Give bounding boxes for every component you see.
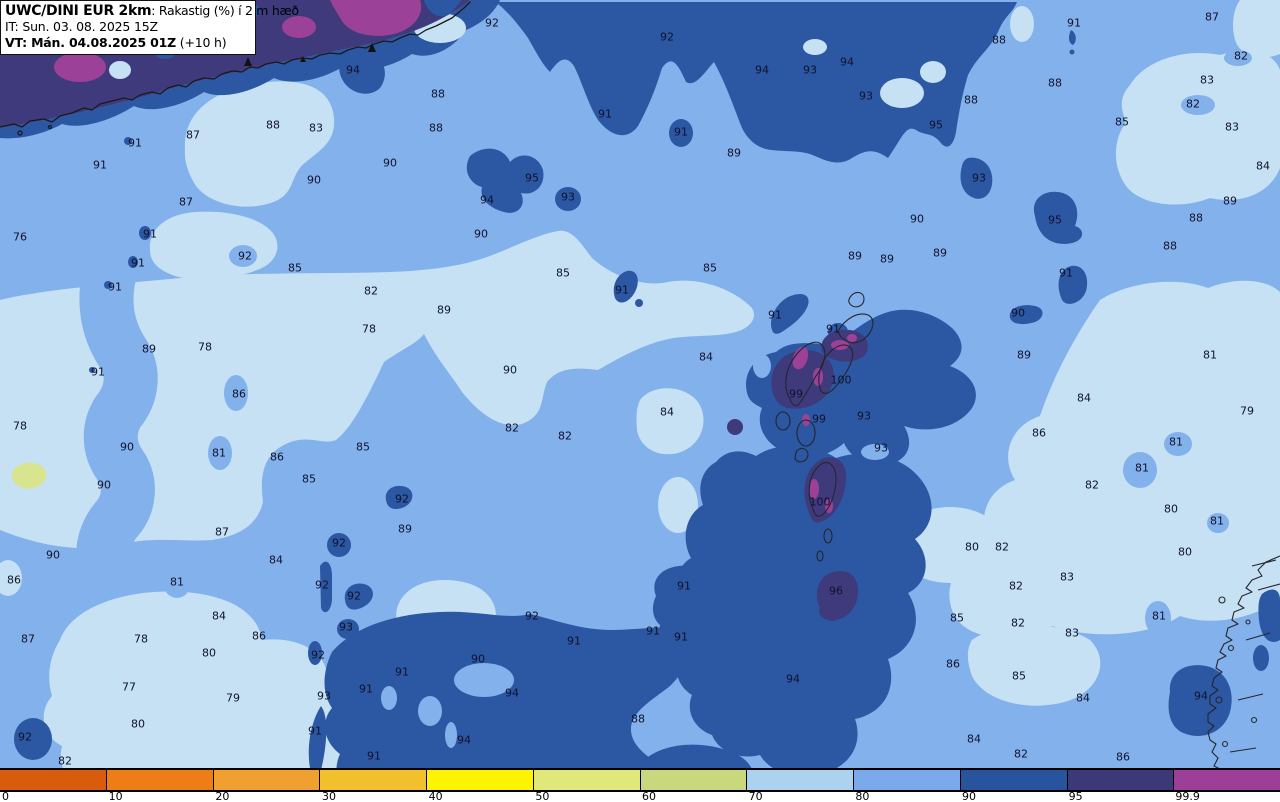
colorbar-segment-20 <box>213 770 321 790</box>
faroe-islands-coastline <box>775 291 874 562</box>
valid-time: VT: Mán. 04.08.2025 01Z (+10 h) <box>5 35 249 51</box>
colorbar-segment-95 <box>1067 770 1175 790</box>
product-name: : Rakastig (%) í 2 m hæð <box>151 3 299 18</box>
colorbar-tick-label: 99.9 <box>1175 790 1200 802</box>
run-info-box: UWC/DINI EUR 2km: Rakastig (%) í 2 m hæð… <box>0 0 299 55</box>
colorbar-segment-80 <box>854 770 961 790</box>
colorbar-segment-90 <box>960 770 1068 790</box>
colorbar-segment-60 <box>640 770 748 790</box>
medium-humidity-accents <box>76 50 1252 635</box>
humidity-color-scale: 0 10 20 30 40 50 60 70 80 90 95 99.9 <box>0 768 1280 802</box>
colorbar-segment-70 <box>747 770 854 790</box>
colorbar-tick-label: 30 <box>322 790 336 802</box>
iceland-coastline <box>0 1 471 136</box>
colorbar-tick-label: 80 <box>855 790 870 802</box>
colorbar-segment-30 <box>320 770 427 790</box>
colorbar-tick-label: 0 <box>2 790 9 802</box>
colorbar-tick-label: 10 <box>108 790 123 802</box>
valid-time-offset: (+10 h) <box>176 35 227 50</box>
colorbar-segment-99.9 <box>1174 770 1280 790</box>
colorbar-tick-label: 20 <box>215 790 230 802</box>
dry-patch <box>11 462 47 489</box>
colorbar-tick-label: 60 <box>642 790 656 802</box>
colorbar-segment-0 <box>0 770 107 790</box>
colorbar-segment-50 <box>533 770 641 790</box>
colorbar-tick-label: 50 <box>535 790 550 802</box>
colorbar-tick-label: 40 <box>428 790 443 802</box>
colorbar-tick-label: 90 <box>962 790 976 802</box>
colorbar-segment-10 <box>106 770 214 790</box>
model-name: UWC/DINI EUR 2km <box>5 3 152 19</box>
colorbar-tick-label: 70 <box>748 790 763 802</box>
colorbar-segment-40 <box>427 770 534 790</box>
map-title: UWC/DINI EUR 2km: Rakastig (%) í 2 m hæð <box>5 3 299 19</box>
colorbar-tick-label: 95 <box>1068 790 1083 802</box>
valid-time-bold: VT: Mán. 04.08.2025 01Z <box>5 35 177 50</box>
init-time: IT: Sun. 03. 08. 2025 15Z <box>5 19 158 34</box>
color-scale-swatches <box>0 768 1280 792</box>
color-scale-tick-labels: 0 10 20 30 40 50 60 70 80 90 95 99.9 <box>0 790 1280 802</box>
